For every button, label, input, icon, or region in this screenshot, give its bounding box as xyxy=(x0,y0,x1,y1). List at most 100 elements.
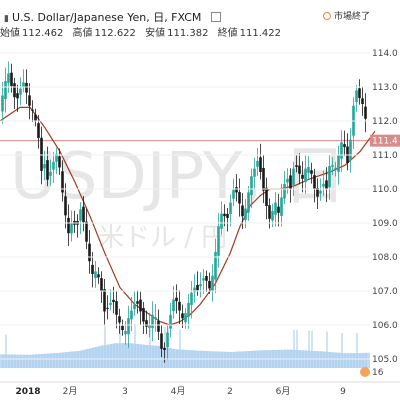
volume-bar xyxy=(98,346,100,368)
y-tick-label: 108.0 xyxy=(372,253,398,263)
chart-title-row: ▮ U.S. Dollar/Japanese Yen, 日, FXCM xyxy=(4,9,221,25)
candle-up xyxy=(283,183,286,199)
volume-bar xyxy=(56,353,58,368)
candle-down xyxy=(205,276,208,281)
candle-up xyxy=(211,275,214,291)
y-tick-label: 112.0 xyxy=(372,117,398,127)
volume-bar xyxy=(224,351,226,368)
candle-up xyxy=(172,299,175,312)
volume-bar xyxy=(347,353,349,368)
volume-bar xyxy=(362,352,364,368)
volume-bar xyxy=(50,353,52,368)
watermark-symbol: USDJPY, 日 xyxy=(10,140,347,214)
volume-bar xyxy=(353,353,355,368)
volume-bar xyxy=(311,330,313,368)
candle-down xyxy=(313,175,316,189)
volume-bar xyxy=(293,329,295,368)
candle-up xyxy=(274,202,277,215)
volume-bar xyxy=(329,351,331,368)
volume-bar xyxy=(365,352,367,368)
volume-bar xyxy=(62,352,64,368)
settings-icon[interactable] xyxy=(210,12,221,22)
candle-down xyxy=(175,297,178,302)
volume-bar xyxy=(164,326,166,368)
candle-down xyxy=(58,156,61,168)
candle-down xyxy=(85,221,88,242)
high-value: 112.622 xyxy=(94,28,136,39)
candle-up xyxy=(199,284,202,287)
volume-bar xyxy=(323,351,325,368)
volume-layer xyxy=(0,323,370,368)
candle-down xyxy=(160,333,163,349)
volume-bar xyxy=(248,351,250,368)
volume-bar xyxy=(218,351,220,368)
candle-up xyxy=(349,139,352,161)
candle-up xyxy=(169,314,172,329)
volume-bar xyxy=(134,323,136,368)
volume-bar xyxy=(113,343,115,368)
candle-down xyxy=(40,137,43,171)
candle-down xyxy=(298,165,301,174)
volume-bar xyxy=(32,354,34,368)
candle-up xyxy=(202,278,205,281)
volume-bar xyxy=(104,325,106,368)
candle-down xyxy=(241,205,244,217)
volume-bar xyxy=(296,329,298,368)
candle-down xyxy=(115,301,118,315)
volume-bar xyxy=(29,354,31,368)
candle-up xyxy=(7,73,10,83)
candle-down xyxy=(157,320,160,332)
volume-bar xyxy=(143,344,145,368)
candle-down xyxy=(265,187,268,206)
market-status: 市場終了 xyxy=(322,9,370,22)
candle-down xyxy=(262,167,265,191)
candle-up xyxy=(187,302,190,317)
volume-bar xyxy=(227,351,229,368)
volume-bar xyxy=(131,343,133,368)
watermark-name: 米ドル / 円 xyxy=(98,223,227,253)
candle-up xyxy=(79,209,82,221)
volume-bar xyxy=(5,334,7,368)
candle-up xyxy=(232,189,235,199)
candle-up xyxy=(4,81,7,100)
volume-bar xyxy=(38,354,40,368)
volume-bar xyxy=(68,352,70,368)
candle-up xyxy=(340,142,343,159)
volume-bar xyxy=(101,345,103,368)
volume-bar xyxy=(338,352,340,368)
volume-bar xyxy=(137,343,139,368)
x-tick-label: 2 xyxy=(227,387,233,397)
open-value: 112.462 xyxy=(22,28,64,39)
candle-up xyxy=(94,271,97,279)
volume-bar xyxy=(230,352,232,368)
x-tick-label: 3 xyxy=(122,387,128,397)
volume-bar xyxy=(107,344,109,368)
candle-up xyxy=(328,166,331,188)
volume-bar xyxy=(149,325,151,368)
collapse-icon[interactable]: ▮ xyxy=(4,14,9,24)
candle-up xyxy=(184,313,187,323)
candle-down xyxy=(13,83,16,98)
candle-up xyxy=(280,197,283,216)
volume-bar xyxy=(14,354,16,368)
volume-bar xyxy=(236,351,238,368)
volume-bar xyxy=(179,329,181,368)
volume-bar xyxy=(356,333,358,368)
close-value: 111.422 xyxy=(239,28,281,39)
market-status-icon xyxy=(322,12,331,20)
y-tick-label: 110.0 xyxy=(372,185,398,195)
candle-up xyxy=(70,223,73,234)
candle-up xyxy=(244,208,247,220)
volume-bar xyxy=(77,351,79,368)
volume-bar xyxy=(161,346,163,368)
candle-up xyxy=(190,292,193,305)
candle-down xyxy=(259,157,262,172)
volume-bar xyxy=(320,351,322,368)
volume-bar xyxy=(26,354,28,368)
volume-bar xyxy=(158,345,160,368)
volume-bar xyxy=(89,348,91,368)
volume-bar xyxy=(167,327,169,368)
volume-bar xyxy=(119,323,121,368)
